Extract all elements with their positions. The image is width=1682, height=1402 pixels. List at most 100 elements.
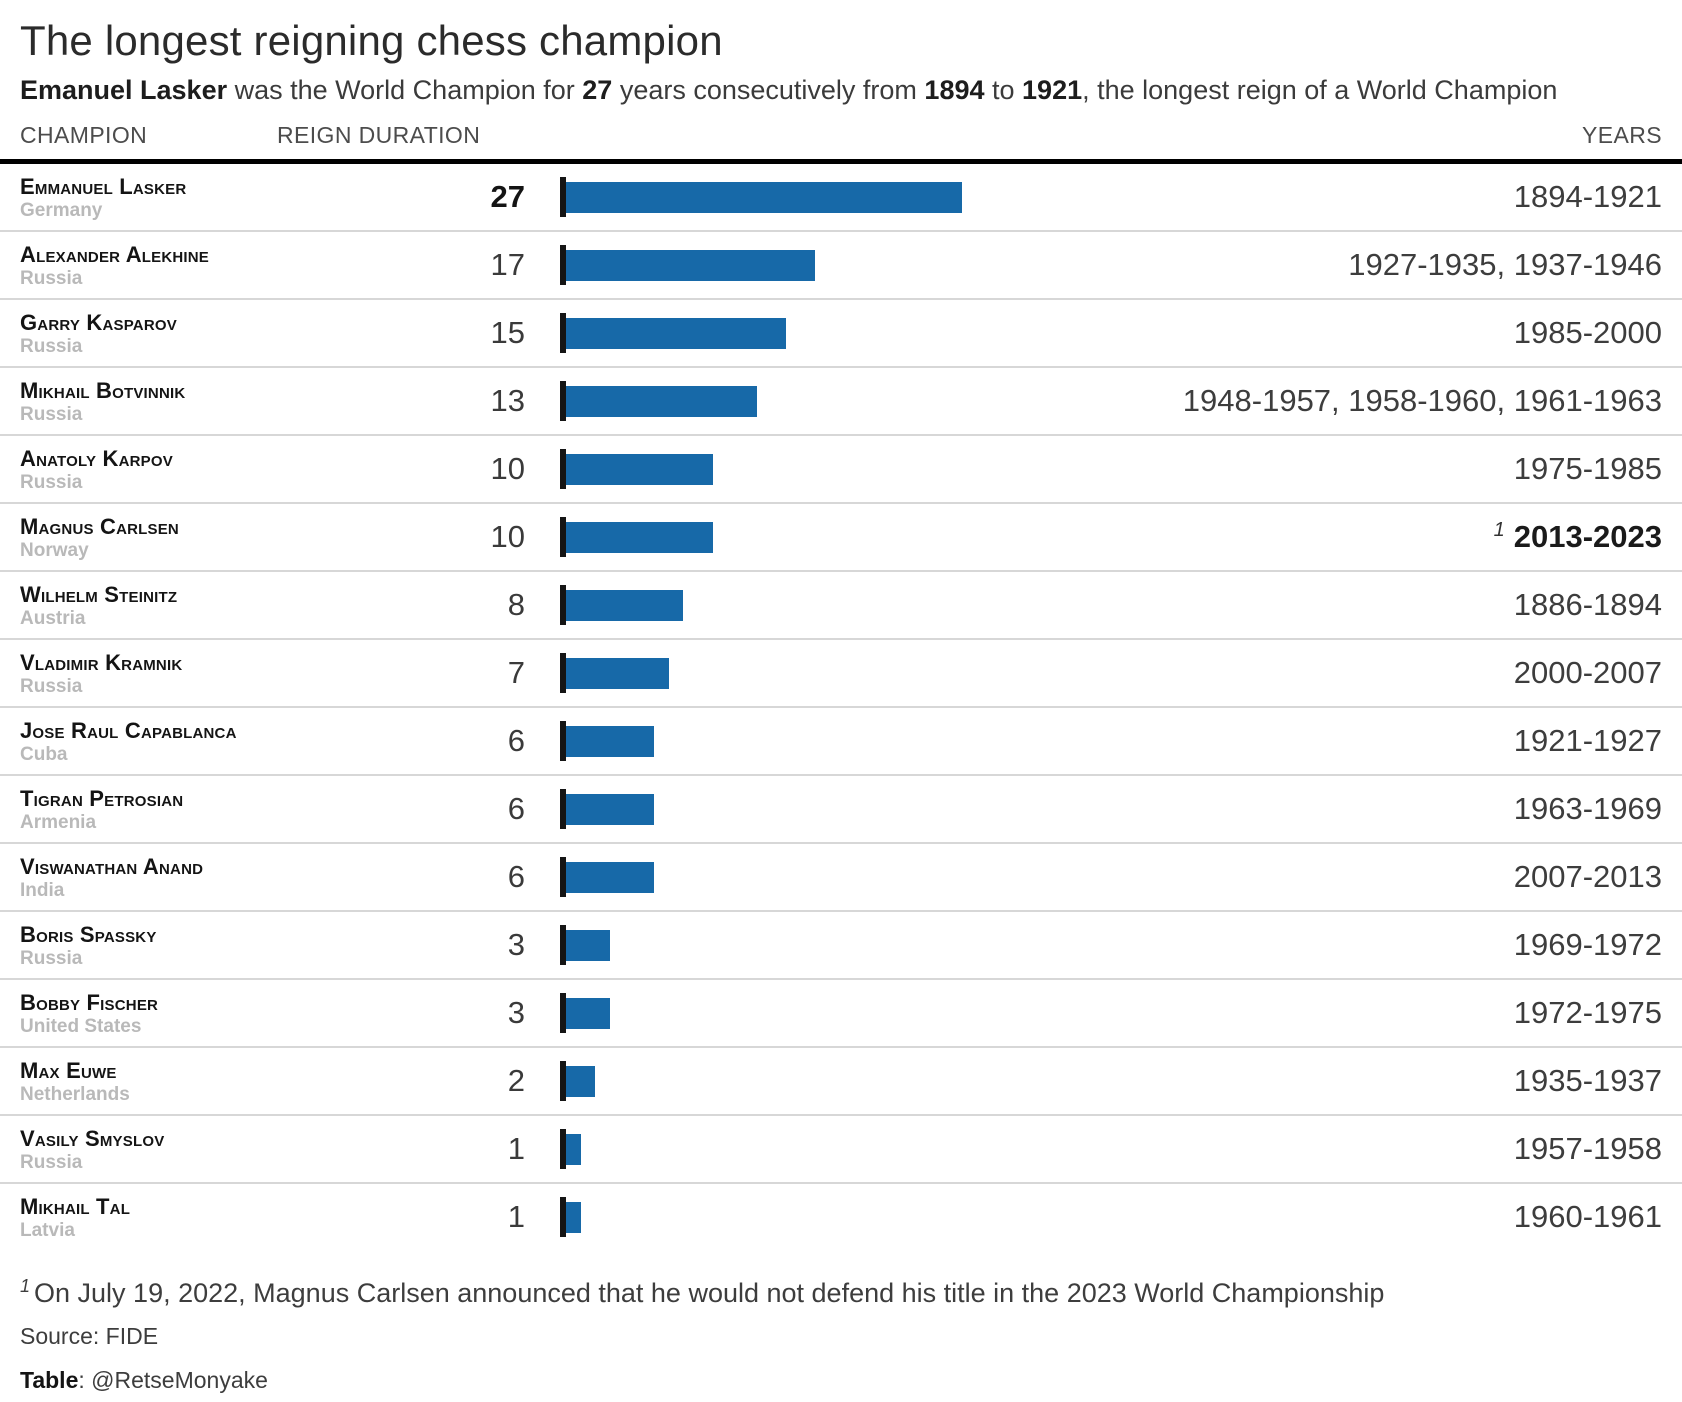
champion-country: Austria: [20, 607, 86, 629]
champion-country: Russia: [20, 947, 83, 969]
champion-name: Jose Raul Capablanca: [20, 717, 237, 743]
reign-duration-value: 10: [490, 519, 525, 554]
table-row: Bobby Fischer United States 3 1972-1975: [0, 980, 1682, 1048]
reign-duration-value: 1: [507, 1199, 525, 1234]
bar-axis-tick: [560, 517, 566, 557]
bar-axis-tick: [560, 721, 566, 761]
reign-duration-bar: [566, 861, 654, 893]
champion-cell: Garry Kasparov Russia: [20, 310, 320, 357]
bar-axis-tick: [560, 925, 566, 965]
reign-years: 1886-1894: [1514, 587, 1662, 623]
champion-cell: Jose Raul Capablanca Cuba: [20, 718, 320, 765]
column-header-champion: CHAMPION: [20, 122, 148, 148]
champion-country: Russia: [20, 403, 83, 425]
years-text: 1960-1961: [1513, 1199, 1662, 1234]
champion-name: Emmanuel Lasker: [20, 173, 187, 199]
reign-years: 1921-1927: [1514, 723, 1662, 759]
reign-years: 1963-1969: [1514, 791, 1662, 827]
bar-axis-tick: [560, 653, 566, 693]
champion-cell: Anatoly Karpov Russia: [20, 446, 320, 493]
champion-cell: Max Euwe Netherlands: [20, 1058, 320, 1105]
table-row: Emmanuel Lasker Germany 27 1894-1921: [0, 164, 1682, 232]
champion-cell: Emmanuel Lasker Germany: [20, 174, 320, 221]
years-text: 1972-1975: [1513, 995, 1662, 1030]
reign-years: 1957-1958: [1514, 1131, 1662, 1167]
champion-cell: Vladimir Kramnik Russia: [20, 650, 320, 697]
years-text: 1948-1957, 1958-1960, 1961-1963: [1182, 383, 1662, 418]
column-header-reign-duration: REIGN DURATION: [277, 122, 481, 148]
subtitle-segment: Emanuel Lasker: [20, 75, 228, 105]
reign-duration-bar: [566, 589, 683, 621]
subtitle-segment: was the World Champion for: [227, 75, 583, 105]
reign-years: 1935-1937: [1514, 1063, 1662, 1099]
reign-duration-value: 15: [490, 315, 525, 350]
champion-name: Vladimir Kramnik: [20, 649, 183, 675]
reign-duration-value: 3: [507, 927, 525, 962]
champion-country: Russia: [20, 1151, 83, 1173]
reign-duration-bar: [566, 725, 654, 757]
champion-name: Max Euwe: [20, 1057, 117, 1083]
subtitle-segment: 27: [582, 75, 613, 105]
reign-duration-value: 6: [507, 723, 525, 758]
table-row: Wilhelm Steinitz Austria 8 1886-1894: [0, 572, 1682, 640]
bar-axis-tick: [560, 789, 566, 829]
reign-duration-bar-cell: [525, 1116, 1662, 1182]
table-row: Garry Kasparov Russia 15 1985-2000: [0, 300, 1682, 368]
reign-duration-bar-cell: [525, 640, 1662, 706]
reign-years: 1948-1957, 1958-1960, 1961-1963: [1183, 383, 1662, 419]
champion-name: Boris Spassky: [20, 921, 157, 947]
reign-duration-value: 1: [507, 1131, 525, 1166]
table-row: Mikhail Botvinnik Russia 13 1948-1957, 1…: [0, 368, 1682, 436]
years-text: 1957-1958: [1513, 1131, 1662, 1166]
subtitle-segment: years consecutively from: [612, 75, 925, 105]
champion-country: Russia: [20, 675, 83, 697]
reign-duration-bar-cell: [525, 912, 1662, 978]
reign-duration-value: 8: [507, 587, 525, 622]
subtitle-segment: 1894: [924, 75, 985, 105]
champion-cell: Viswanathan Anand India: [20, 854, 320, 901]
champion-country: Armenia: [20, 811, 97, 833]
years-text: 2013-2023: [1513, 519, 1662, 555]
years-text: 1921-1927: [1513, 723, 1662, 758]
bar-axis-tick: [560, 857, 566, 897]
subtitle-segment: to: [984, 75, 1023, 105]
bar-axis-tick: [560, 449, 566, 489]
reign-duration-bar-cell: [525, 504, 1662, 570]
bar-axis-tick: [560, 993, 566, 1033]
years-text: 1969-1972: [1513, 927, 1662, 962]
table-row: Magnus Carlsen Norway 10 1 2013-2023: [0, 504, 1682, 572]
champion-country: India: [20, 879, 65, 901]
reign-duration-bar-cell: [525, 776, 1662, 842]
reign-duration-value: 2: [507, 1063, 525, 1098]
reign-years: 1894-1921: [1514, 179, 1662, 215]
reign-years: 1927-1935, 1937-1946: [1348, 247, 1662, 283]
bar-axis-tick: [560, 245, 566, 285]
table-row: Max Euwe Netherlands 2 1935-1937: [0, 1048, 1682, 1116]
champion-cell: Tigran Petrosian Armenia: [20, 786, 320, 833]
reign-duration-bar-cell: [525, 300, 1662, 366]
champion-cell: Mikhail Botvinnik Russia: [20, 378, 320, 425]
champion-name: Wilhelm Steinitz: [20, 581, 178, 607]
bar-axis-tick: [560, 1129, 566, 1169]
source-line: Source: FIDE: [20, 1323, 159, 1349]
table-row: Alexander Alekhine Russia 17 1927-1935, …: [0, 232, 1682, 300]
reign-duration-bar: [566, 453, 713, 485]
champion-cell: Bobby Fischer United States: [20, 990, 320, 1037]
reign-years: 1 2013-2023: [1494, 519, 1662, 555]
table-row: Viswanathan Anand India 6 2007-2013: [0, 844, 1682, 912]
page-title: The longest reigning chess champion: [20, 17, 723, 64]
reign-duration-bar-cell: [525, 980, 1662, 1046]
champion-country: Latvia: [20, 1219, 75, 1241]
reign-duration-bar: [566, 1133, 581, 1165]
bar-axis-tick: [560, 1197, 566, 1237]
reign-duration-bar-cell: [525, 1184, 1662, 1250]
champion-country: Norway: [20, 539, 89, 561]
reign-duration-bar: [566, 521, 713, 553]
champion-name: Mikhail Botvinnik: [20, 377, 186, 403]
years-text: 1894-1921: [1513, 179, 1662, 214]
champion-cell: Magnus Carlsen Norway: [20, 514, 320, 561]
reign-duration-bar: [566, 1201, 581, 1233]
reign-years: 2007-2013: [1514, 859, 1662, 895]
bar-axis-tick: [560, 381, 566, 421]
champion-name: Tigran Petrosian: [20, 785, 184, 811]
